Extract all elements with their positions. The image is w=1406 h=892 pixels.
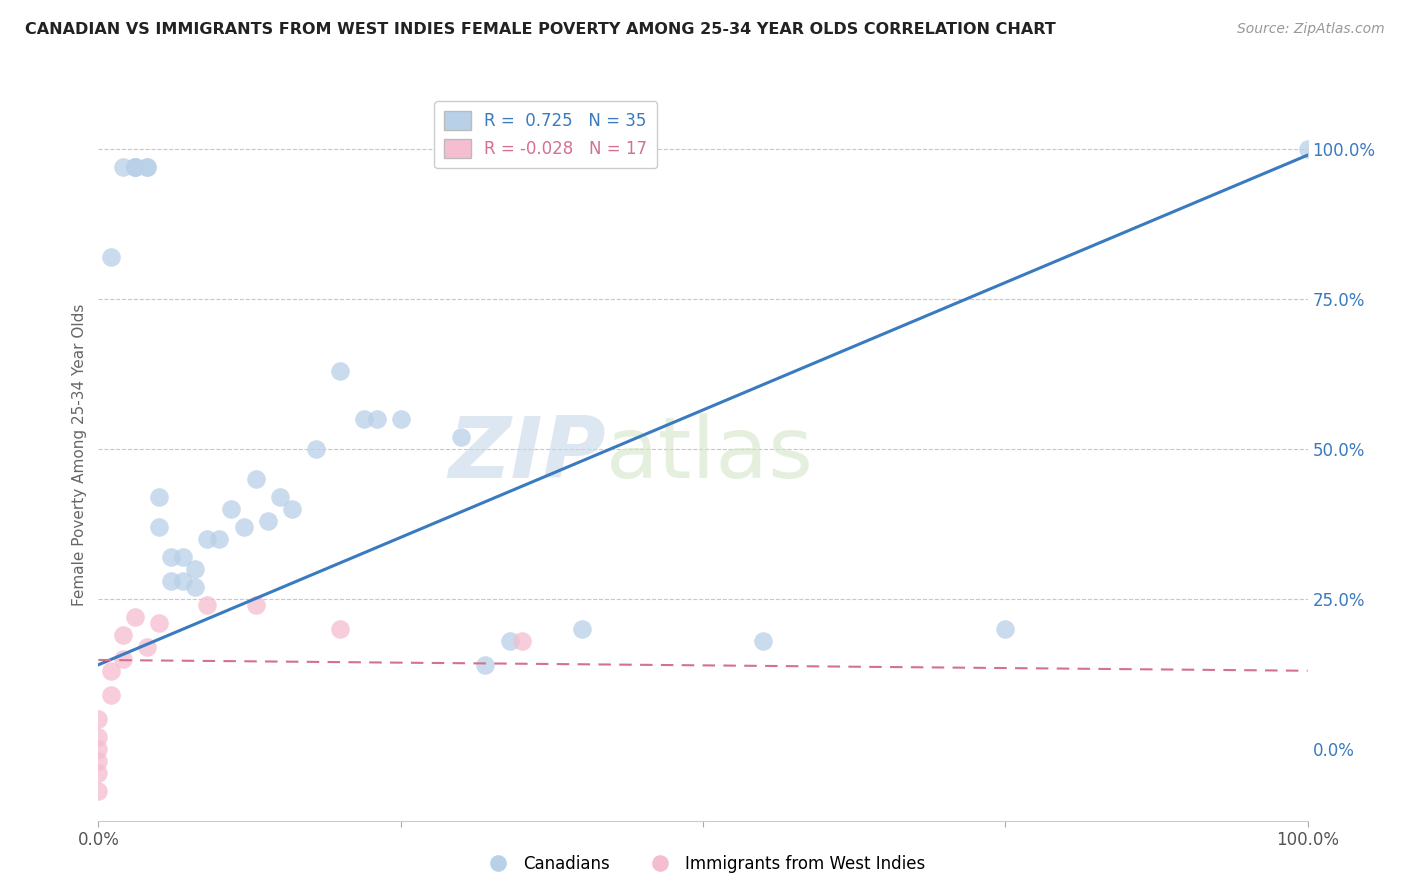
Point xyxy=(450,430,472,444)
Point xyxy=(87,730,110,744)
Point xyxy=(208,532,231,546)
Point xyxy=(366,412,388,426)
Point xyxy=(160,549,183,564)
Point xyxy=(87,712,110,726)
Point xyxy=(111,628,134,642)
Point xyxy=(329,364,352,378)
Point xyxy=(172,574,194,588)
Point xyxy=(124,160,146,174)
Point xyxy=(474,657,496,672)
Y-axis label: Female Poverty Among 25-34 Year Olds: Female Poverty Among 25-34 Year Olds xyxy=(72,304,87,606)
Point xyxy=(353,412,375,426)
Point xyxy=(245,472,267,486)
Point xyxy=(498,633,520,648)
Point xyxy=(752,633,775,648)
Point xyxy=(195,532,218,546)
Point xyxy=(111,160,134,174)
Point xyxy=(269,490,291,504)
Point xyxy=(256,514,278,528)
Legend: Canadians, Immigrants from West Indies: Canadians, Immigrants from West Indies xyxy=(474,848,932,880)
Point xyxy=(329,622,352,636)
Point xyxy=(135,160,157,174)
Point xyxy=(195,598,218,612)
Point xyxy=(994,622,1017,636)
Point xyxy=(124,160,146,174)
Text: atlas: atlas xyxy=(606,413,814,497)
Text: Source: ZipAtlas.com: Source: ZipAtlas.com xyxy=(1237,22,1385,37)
Point xyxy=(184,580,207,594)
Point xyxy=(160,574,183,588)
Point xyxy=(135,160,157,174)
Point xyxy=(100,250,122,264)
Point xyxy=(172,549,194,564)
Point xyxy=(221,501,243,516)
Point xyxy=(305,442,328,456)
Point xyxy=(124,609,146,624)
Point xyxy=(232,520,254,534)
Point xyxy=(124,160,146,174)
Point xyxy=(87,754,110,768)
Point xyxy=(245,598,267,612)
Point xyxy=(100,664,122,678)
Point xyxy=(87,783,110,797)
Point xyxy=(87,765,110,780)
Point xyxy=(111,652,134,666)
Point xyxy=(100,688,122,702)
Legend: R =  0.725   N = 35, R = -0.028   N = 17: R = 0.725 N = 35, R = -0.028 N = 17 xyxy=(434,101,658,168)
Point xyxy=(571,622,593,636)
Point xyxy=(148,615,170,630)
Point xyxy=(281,501,304,516)
Text: CANADIAN VS IMMIGRANTS FROM WEST INDIES FEMALE POVERTY AMONG 25-34 YEAR OLDS COR: CANADIAN VS IMMIGRANTS FROM WEST INDIES … xyxy=(25,22,1056,37)
Text: ZIP: ZIP xyxy=(449,413,606,497)
Point xyxy=(1296,142,1319,156)
Point xyxy=(148,490,170,504)
Point xyxy=(510,633,533,648)
Point xyxy=(389,412,412,426)
Point xyxy=(87,741,110,756)
Point xyxy=(148,520,170,534)
Point xyxy=(184,562,207,576)
Point xyxy=(135,640,157,654)
